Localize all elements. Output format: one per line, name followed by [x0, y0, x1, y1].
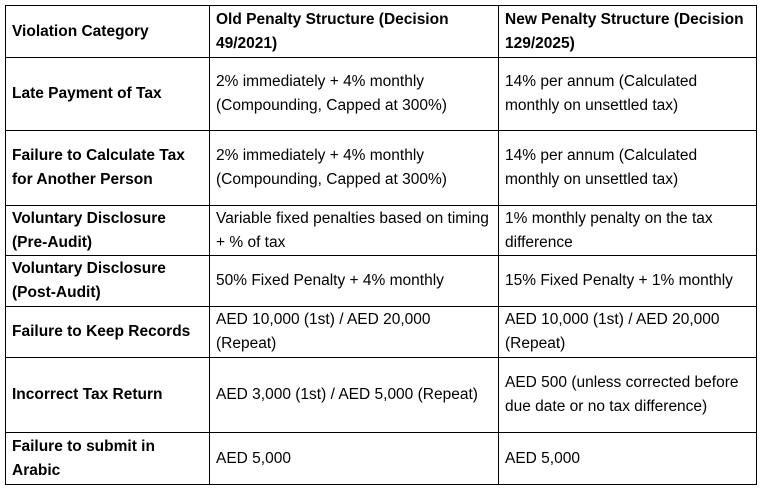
new-penalty-cell: AED 5,000 [498, 432, 757, 485]
old-penalty-cell: AED 10,000 (1st) / AED 20,000 (Repeat) [209, 306, 499, 358]
table-row: Voluntary Disclosure (Pre-Audit) Variabl… [5, 205, 757, 256]
old-penalty-cell: 50% Fixed Penalty + 4% monthly [209, 255, 499, 307]
table-row: Failure to Keep Records AED 10,000 (1st)… [5, 306, 757, 358]
new-penalty-cell: 15% Fixed Penalty + 1% monthly [498, 255, 757, 307]
category-cell: Incorrect Tax Return [5, 357, 210, 433]
header-cell: New Penalty Structure (Decision 129/2025… [498, 5, 757, 58]
table-row: Failure to submit in Arabic AED 5,000 AE… [5, 432, 757, 485]
header-row: Violation Category Old Penalty Structure… [5, 5, 757, 58]
old-penalty-cell: Variable fixed penalties based on timing… [209, 205, 499, 256]
category-cell: Failure to Calculate Tax for Another Per… [5, 130, 210, 206]
old-penalty-cell: AED 5,000 [209, 432, 499, 485]
old-penalty-cell: 2% immediately + 4% monthly (Compounding… [209, 57, 499, 131]
category-cell: Late Payment of Tax [5, 57, 210, 131]
header-cell: Violation Category [5, 5, 210, 58]
header-cell: Old Penalty Structure (Decision 49/2021) [209, 5, 499, 58]
table-row: Failure to Calculate Tax for Another Per… [5, 130, 757, 206]
new-penalty-cell: AED 10,000 (1st) / AED 20,000 (Repeat) [498, 306, 757, 358]
table-row: Voluntary Disclosure (Post-Audit) 50% Fi… [5, 255, 757, 307]
new-penalty-cell: 1% monthly penalty on the tax difference [498, 205, 757, 256]
category-cell: Voluntary Disclosure (Post-Audit) [5, 255, 210, 307]
old-penalty-cell: 2% immediately + 4% monthly (Compounding… [209, 130, 499, 206]
new-penalty-cell: 14% per annum (Calculated monthly on uns… [498, 130, 757, 206]
table-row: Late Payment of Tax 2% immediately + 4% … [5, 57, 757, 131]
new-penalty-cell: AED 500 (unless corrected before due dat… [498, 357, 757, 433]
table-row: Incorrect Tax Return AED 3,000 (1st) / A… [5, 357, 757, 433]
category-cell: Failure to Keep Records [5, 306, 210, 358]
category-cell: Voluntary Disclosure (Pre-Audit) [5, 205, 210, 256]
category-cell: Failure to submit in Arabic [5, 432, 210, 485]
new-penalty-cell: 14% per annum (Calculated monthly on uns… [498, 57, 757, 131]
penalty-comparison-table: Violation Category Old Penalty Structure… [5, 5, 757, 485]
old-penalty-cell: AED 3,000 (1st) / AED 5,000 (Repeat) [209, 357, 499, 433]
